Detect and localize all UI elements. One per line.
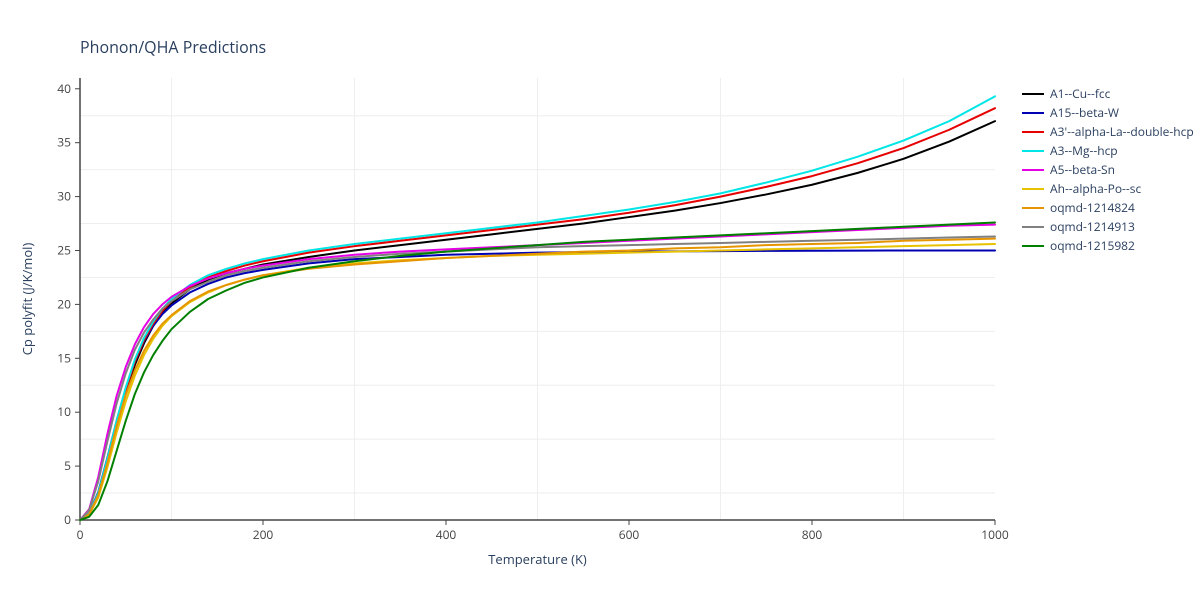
y-tick-label: 40 bbox=[57, 80, 71, 97]
y-tick-label: 35 bbox=[57, 134, 71, 151]
x-tick-label: 0 bbox=[77, 526, 84, 543]
legend-label: oqmd-1215982 bbox=[1050, 237, 1135, 254]
legend-label: oqmd-1214913 bbox=[1050, 218, 1135, 235]
legend-label: A15--beta-W bbox=[1050, 104, 1119, 121]
legend-item[interactable]: A3'--alpha-La--double-hcp bbox=[1022, 122, 1194, 141]
y-axis-label: Cp polyfit (J/K/mol) bbox=[18, 243, 36, 356]
x-tick-label: 400 bbox=[436, 526, 457, 543]
legend-swatch bbox=[1022, 188, 1044, 190]
legend-swatch bbox=[1022, 169, 1044, 171]
legend-label: A1--Cu--fcc bbox=[1050, 85, 1110, 102]
y-tick-label: 0 bbox=[64, 511, 71, 528]
legend-swatch bbox=[1022, 93, 1044, 95]
x-tick-label: 600 bbox=[619, 526, 640, 543]
chart-svg: 0 200 400 600 800 1000 0 5 10 15 20 25 30 35 40 Tempera… bbox=[0, 0, 1200, 600]
legend-item[interactable]: oqmd-1214913 bbox=[1022, 217, 1194, 236]
legend-label: A5--beta-Sn bbox=[1050, 161, 1115, 178]
legend-item[interactable]: A1--Cu--fcc bbox=[1022, 84, 1194, 103]
y-tick-label: 20 bbox=[57, 295, 71, 312]
legend-swatch bbox=[1022, 226, 1044, 228]
legend-item[interactable]: Ah--alpha-Po--sc bbox=[1022, 179, 1194, 198]
legend-item[interactable]: A5--beta-Sn bbox=[1022, 160, 1194, 179]
legend-item[interactable]: oqmd-1215982 bbox=[1022, 236, 1194, 255]
legend-swatch bbox=[1022, 131, 1044, 133]
y-tick-label: 5 bbox=[64, 457, 71, 474]
legend-label: A3'--alpha-La--double-hcp bbox=[1050, 123, 1194, 140]
legend-label: A3--Mg--hcp bbox=[1050, 142, 1118, 159]
legend: A1--Cu--fcc A15--beta-W A3'--alpha-La--dou… bbox=[1022, 84, 1194, 255]
y-tick-label: 15 bbox=[57, 349, 71, 366]
x-axis-label: Temperature (K) bbox=[488, 550, 587, 568]
y-tick-label: 30 bbox=[57, 188, 71, 205]
y-tick-label: 25 bbox=[57, 241, 71, 258]
legend-swatch bbox=[1022, 150, 1044, 152]
x-tick-label: 1000 bbox=[981, 526, 1009, 543]
legend-label: oqmd-1214824 bbox=[1050, 199, 1135, 216]
y-tick-label: 10 bbox=[57, 403, 71, 420]
legend-label: Ah--alpha-Po--sc bbox=[1050, 180, 1141, 197]
legend-swatch bbox=[1022, 112, 1044, 114]
legend-swatch bbox=[1022, 245, 1044, 247]
legend-item[interactable]: A15--beta-W bbox=[1022, 103, 1194, 122]
legend-item[interactable]: oqmd-1214824 bbox=[1022, 198, 1194, 217]
x-tick-label: 800 bbox=[802, 526, 823, 543]
chart-container: { "chart": { "type": "line", "title": "P… bbox=[0, 0, 1200, 600]
x-tick-label: 200 bbox=[253, 526, 274, 543]
legend-swatch bbox=[1022, 207, 1044, 209]
legend-item[interactable]: A3--Mg--hcp bbox=[1022, 141, 1194, 160]
